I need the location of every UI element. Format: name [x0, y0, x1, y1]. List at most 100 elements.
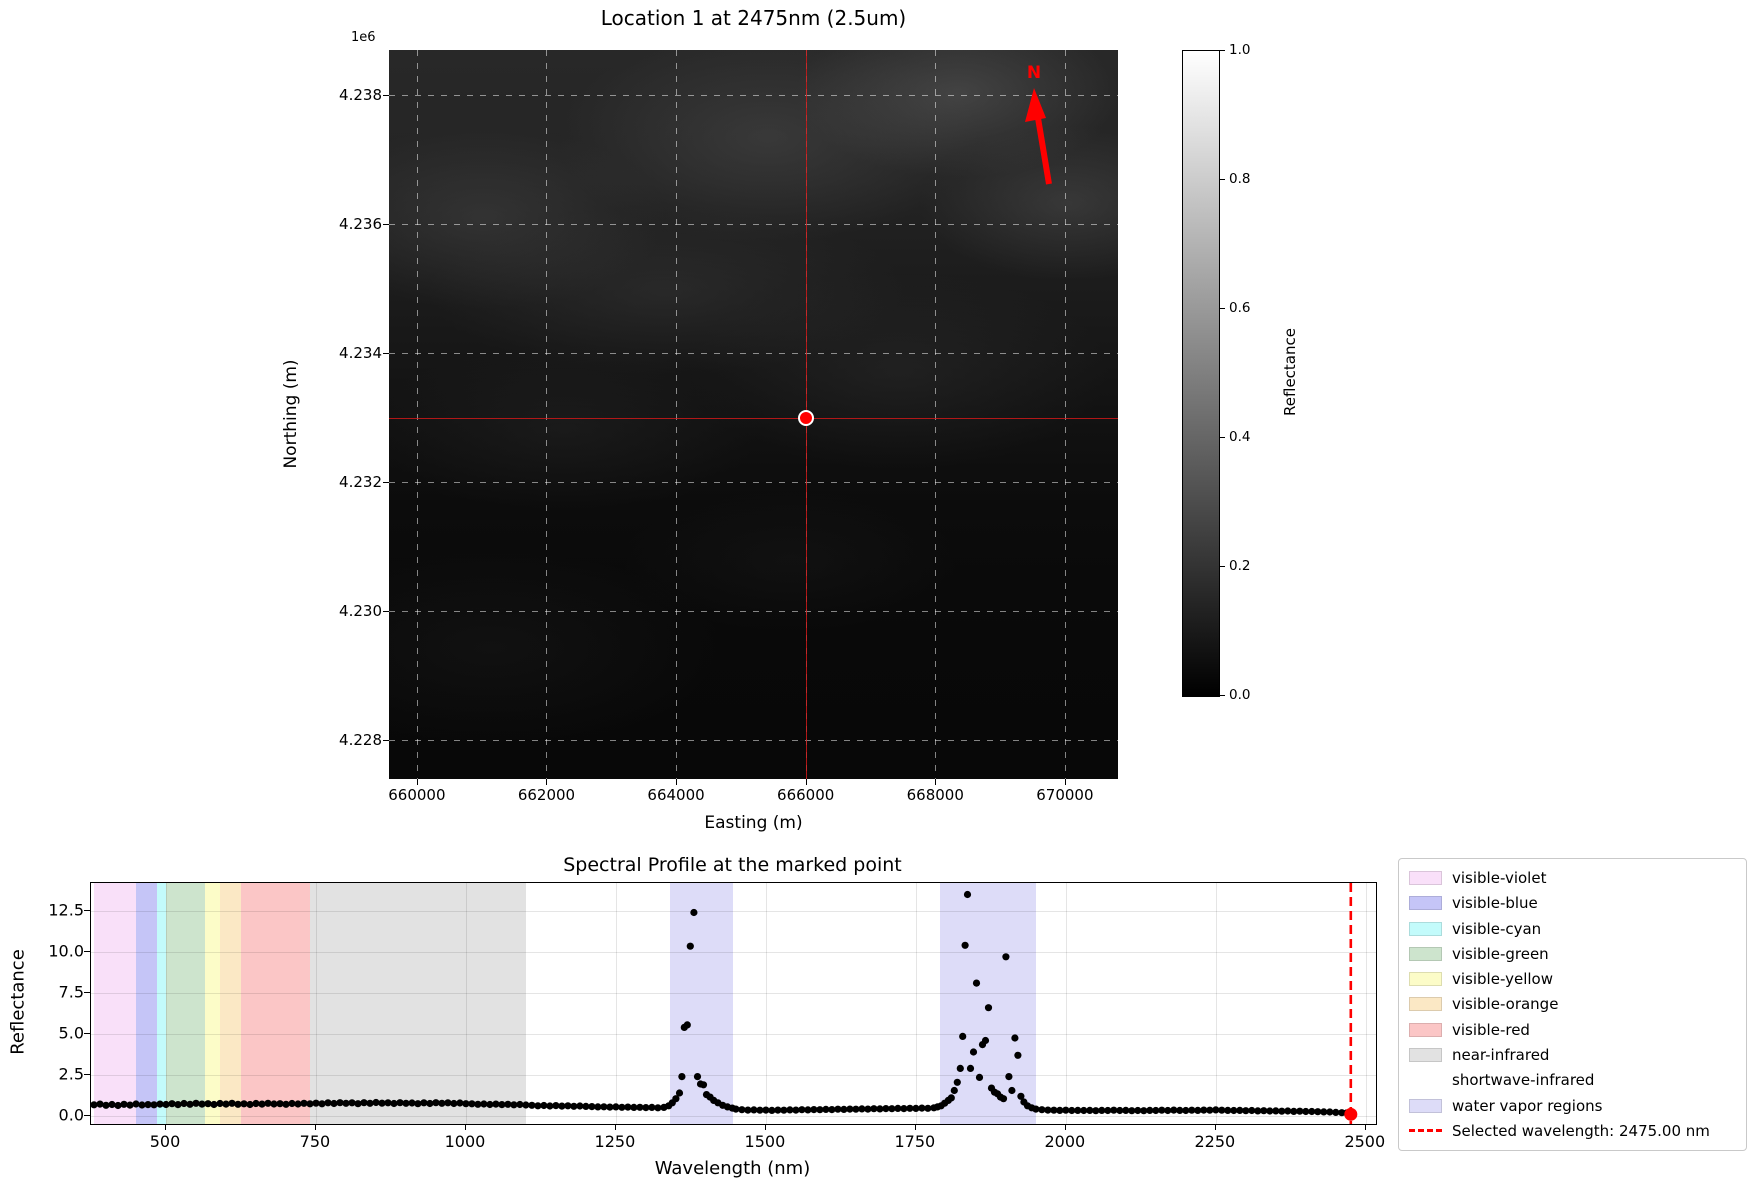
data-point	[318, 1100, 326, 1108]
data-point	[402, 1099, 410, 1107]
data-point	[630, 1103, 638, 1111]
data-point	[686, 942, 694, 950]
selected-wavelength-point[interactable]	[1344, 1107, 1358, 1121]
data-point	[912, 1104, 920, 1112]
band-visible-green	[165, 883, 205, 1124]
map-x-tick-label: 662000	[517, 786, 576, 804]
reflectance-map-image[interactable]: N	[389, 50, 1118, 779]
legend-item: near-infrared	[1409, 1043, 1736, 1067]
data-point	[270, 1100, 278, 1108]
legend-color-swatch	[1409, 1048, 1442, 1063]
data-point	[144, 1101, 152, 1109]
band-near-infrared	[309, 883, 526, 1124]
legend-color-swatch	[1409, 946, 1442, 961]
data-point	[1104, 1106, 1112, 1115]
selected-point-marker[interactable]	[797, 409, 814, 426]
map-x-tick-mark	[935, 779, 937, 785]
data-point	[906, 1104, 914, 1112]
legend-color-swatch	[1409, 921, 1442, 936]
data-point	[1098, 1106, 1106, 1114]
map-gridline-horizontal	[389, 482, 1118, 484]
legend-item: water vapor regions	[1409, 1094, 1736, 1118]
map-gridline-horizontal	[389, 353, 1118, 355]
map-x-tick-mark	[546, 779, 548, 785]
map-x-tick-label: 668000	[906, 786, 964, 804]
data-point	[204, 1100, 212, 1108]
data-point	[834, 1105, 842, 1113]
data-point	[588, 1103, 596, 1111]
data-point	[594, 1103, 602, 1111]
spectral-plot-area[interactable]	[90, 882, 1377, 1125]
data-point	[972, 979, 981, 987]
spectral-gridline-vertical	[465, 883, 467, 1124]
axis-offset-label: 1e6	[351, 30, 376, 45]
data-point	[168, 1100, 176, 1108]
spectral-x-tick-label: 2000	[1044, 1132, 1086, 1151]
spectral-x-tick-label: 1750	[894, 1132, 936, 1151]
data-point	[516, 1100, 524, 1109]
map-title: Location 1 at 2475nm (2.5um)	[600, 6, 907, 30]
data-point	[1176, 1106, 1184, 1114]
data-point	[456, 1099, 464, 1107]
band-visible-red	[240, 883, 310, 1124]
band-visible-orange	[219, 883, 241, 1124]
spectral-x-tick-mark	[914, 1124, 916, 1130]
data-point	[1152, 1106, 1160, 1115]
map-y-axis: 4.238 4.236 4.234 4.232 4.230 4.228	[308, 50, 382, 779]
legend-item-label: visible-blue	[1452, 894, 1538, 913]
spectral-y-axis-label: Reflectance	[7, 949, 29, 1055]
data-point	[672, 1095, 680, 1103]
data-point	[564, 1102, 572, 1110]
data-point	[102, 1101, 110, 1109]
data-point	[1230, 1106, 1238, 1115]
data-point	[1200, 1106, 1208, 1114]
map-y-tick-label: 4.232	[339, 473, 382, 492]
spectral-gridline-vertical	[615, 883, 617, 1124]
data-point	[1242, 1107, 1250, 1115]
data-point	[1008, 1086, 1016, 1095]
data-point	[699, 1081, 708, 1089]
spectral-gridline-horizontal	[91, 992, 1376, 994]
colorbar-tick-mark	[1220, 50, 1225, 51]
colorbar-label: Reflectance	[1281, 328, 1299, 416]
map-y-tick-mark	[383, 482, 389, 484]
map-x-axis: 660000 662000 664000 666000 668000 670000	[388, 786, 1118, 806]
data-point	[1086, 1106, 1094, 1114]
data-point	[950, 1086, 958, 1095]
data-point	[780, 1106, 788, 1114]
legend-item-label: visible-green	[1452, 944, 1549, 963]
data-point	[683, 1021, 691, 1029]
map-y-tick-mark	[383, 740, 389, 742]
data-point	[1212, 1106, 1220, 1114]
data-point	[252, 1099, 260, 1108]
data-point	[947, 1094, 955, 1102]
data-point	[294, 1100, 302, 1108]
data-point	[534, 1102, 542, 1110]
data-point	[675, 1089, 684, 1097]
data-point	[486, 1100, 494, 1109]
data-point	[1056, 1106, 1064, 1114]
spectral-gridline-horizontal	[91, 910, 1376, 912]
data-point	[384, 1099, 392, 1107]
data-point	[816, 1106, 824, 1114]
colorbar-tick-label: 0.6	[1229, 300, 1251, 316]
data-point	[894, 1104, 902, 1112]
data-point	[162, 1100, 170, 1109]
map-gridline-horizontal	[389, 740, 1118, 742]
spectral-gridline-vertical	[915, 883, 917, 1124]
north-label: N	[1027, 63, 1041, 83]
colorbar-tick-mark	[1220, 308, 1225, 309]
legend-item-label: visible-yellow	[1452, 970, 1553, 989]
band-visible-cyan	[156, 883, 166, 1124]
data-point	[1218, 1106, 1226, 1114]
data-point	[426, 1099, 434, 1108]
data-point	[1248, 1106, 1256, 1115]
data-point	[1116, 1106, 1124, 1115]
spectral-y-tick-mark	[84, 1073, 90, 1075]
map-x-tick-mark	[676, 779, 678, 785]
data-point	[138, 1101, 146, 1109]
map-x-tick-mark	[416, 779, 418, 785]
data-point	[468, 1100, 476, 1108]
map-y-tick-label: 4.236	[339, 215, 382, 234]
data-point	[360, 1099, 368, 1107]
